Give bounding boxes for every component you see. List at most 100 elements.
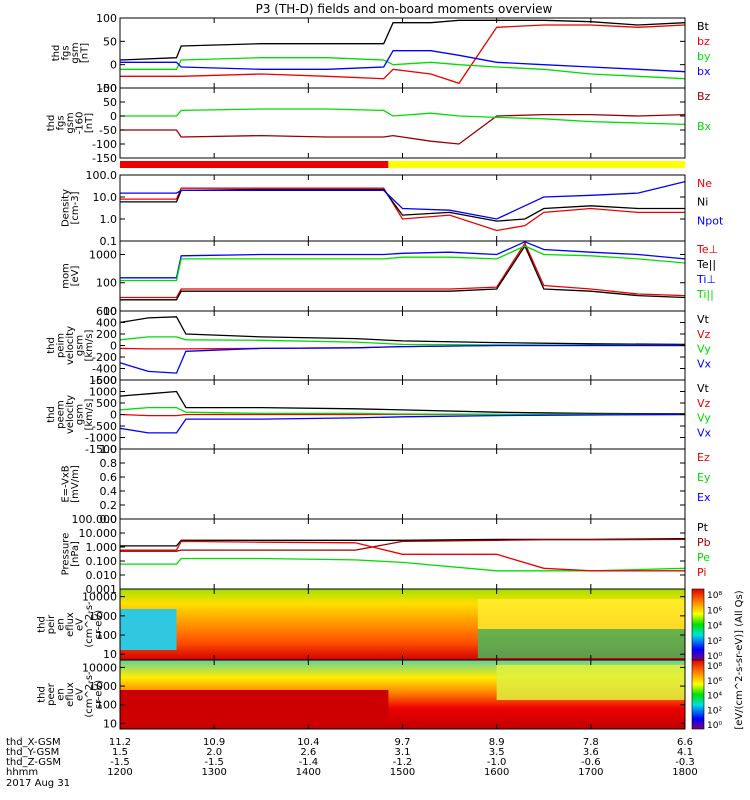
y-axis-label: Density[cm-3] — [60, 189, 81, 227]
y-tick-label: 1.000 — [86, 541, 118, 554]
series-line-Pe — [120, 557, 686, 572]
series-line-Te⊥ — [120, 241, 686, 299]
series-line-Pi — [120, 540, 685, 572]
y-axis-label-line: thd — [37, 686, 48, 703]
time-axis-row-label: thd_Y-GSM — [6, 747, 59, 758]
panel-peir-en-eflux: 10000100010010thdpeirenefluxeV(cm^2-s-sr… — [37, 588, 686, 661]
y-axis-label-line: thd — [46, 115, 57, 132]
y-axis-label: E=-VxB[mV/m] — [60, 465, 81, 503]
y-axis-label-line: [mV/m] — [70, 465, 81, 503]
y-axis-label-line: eV — [75, 688, 86, 701]
time-axis-value: 1200 — [107, 767, 132, 778]
y-tick-label: -400 — [92, 363, 117, 376]
y-axis-label-line: en — [56, 618, 67, 631]
time-axis-value: 2.0 — [206, 747, 222, 758]
colorbar-tick-label: 10² — [707, 637, 722, 647]
panel-frame — [119, 240, 686, 312]
legend-Ne: Ne — [697, 177, 712, 190]
y-axis-label-line: peer — [46, 682, 57, 706]
y-tick-label: 100.0 — [86, 169, 118, 182]
legend-Ti⊥: Ti⊥ — [696, 273, 716, 286]
time-axis-row-label: thd_X-GSM — [6, 737, 61, 748]
time-axis-value: 3.5 — [489, 747, 505, 758]
y-tick-label: -500 — [92, 420, 117, 433]
legend-Ez: Ez — [697, 451, 710, 464]
y-axis-label-line: thd — [46, 406, 57, 423]
legend-Ey: Ey — [697, 471, 711, 484]
colorbar-tick-label: 10⁰ — [707, 652, 722, 662]
y-axis-label-line: [km/s] — [84, 398, 95, 430]
legend-bx: bx — [697, 65, 711, 78]
y-tick-label: 400 — [96, 317, 117, 330]
y-tick-label: 0.001 — [86, 583, 118, 596]
y-axis-label-line: thd — [51, 45, 62, 62]
y-tick-label: 0 — [110, 59, 117, 72]
y-axis-label-line: -160 — [75, 112, 86, 135]
y-tick-label: -1000 — [85, 432, 117, 445]
time-axis-value: 8.9 — [489, 737, 505, 748]
y-axis-label: Pressure[nPa] — [60, 533, 81, 576]
legend-Pe: Pe — [697, 551, 710, 564]
y-axis-label-line: (cm^2-s- — [84, 601, 95, 648]
time-axis-value: 1300 — [201, 767, 226, 778]
time-axis-value: 9.7 — [395, 737, 411, 748]
y-tick-label: -50 — [99, 82, 117, 95]
legend-Bx: Bx — [697, 120, 712, 133]
y-tick-label: 100 — [96, 699, 117, 712]
series-line-Vx — [119, 344, 685, 374]
figure-title: P3 (TH-D) fields and on-board moments ov… — [256, 2, 553, 16]
y-axis-label-line: Pressure — [60, 533, 71, 576]
y-tick-label: -600 — [92, 374, 117, 387]
y-axis-label-line: gsm — [70, 42, 81, 63]
y-axis-label-line: gsm — [65, 112, 76, 133]
time-axis-value: -1.4 — [299, 757, 319, 768]
time-axis-value: 1700 — [578, 767, 603, 778]
spectrogram-core-region — [120, 690, 389, 721]
colorbar-tick-label: 10⁴ — [707, 692, 722, 702]
legend-Ex: Ex — [697, 491, 711, 504]
y-tick-label: 0.0 — [100, 513, 118, 526]
series-line-Bt — [119, 19, 686, 61]
colorbar-tick-label: 10⁸ — [707, 591, 722, 601]
time-axis-value: 1800 — [672, 767, 697, 778]
time-axis-value: 11.2 — [109, 737, 131, 748]
panel-efield: 1.00.80.60.40.20.0 E=-VxB[mV/m] Ez Ey Ex — [60, 443, 711, 526]
legend-Vx: Vx — [697, 426, 712, 439]
legend-by: by — [697, 50, 711, 63]
time-axis-value: 4.1 — [677, 747, 693, 758]
y-axis-label-line: eflux — [65, 682, 76, 707]
panel-temperature: 1000 100 10 mom[eV] Te⊥ Te|| Ti⊥ Ti|| — [60, 240, 718, 318]
legend-Pt: Pt — [697, 521, 709, 534]
legend-Ni: Ni — [697, 196, 708, 209]
series-line-Vx — [119, 413, 686, 434]
colorbar-tick-label: 10² — [707, 706, 722, 716]
spectrogram-cold-region — [120, 609, 177, 650]
y-axis-label: mom[eV] — [60, 263, 81, 289]
time-axis-row-label: hhmm — [6, 767, 38, 778]
y-tick-label: 0.6 — [100, 471, 118, 484]
y-axis-label-line: peem — [56, 400, 67, 428]
mode-bar-segment — [120, 161, 389, 168]
y-tick-label: 0.1 — [100, 235, 118, 248]
time-axis-value: 10.9 — [203, 737, 225, 748]
y-tick-label: 100 — [96, 629, 117, 642]
panel-peer-en-eflux: 10000100010010thdpeerenefluxeV(cm^2-s-sr… — [37, 659, 686, 730]
panel-frame — [119, 17, 686, 89]
series-line-bx — [120, 50, 686, 73]
time-axis-value: -1.5 — [204, 757, 224, 768]
series-line-Ti|| — [120, 245, 686, 282]
y-axis-label-line: en — [56, 688, 67, 701]
series-line-Pb — [120, 538, 686, 552]
y-tick-label: -150 — [92, 152, 117, 165]
y-axis-label-line: (cm^2-s- — [84, 671, 95, 718]
colorbar-label: [eV/(cm^2-s-sr-eV)] (All Qs) — [734, 590, 745, 729]
y-axis-label-line: [km/s] — [84, 329, 95, 361]
